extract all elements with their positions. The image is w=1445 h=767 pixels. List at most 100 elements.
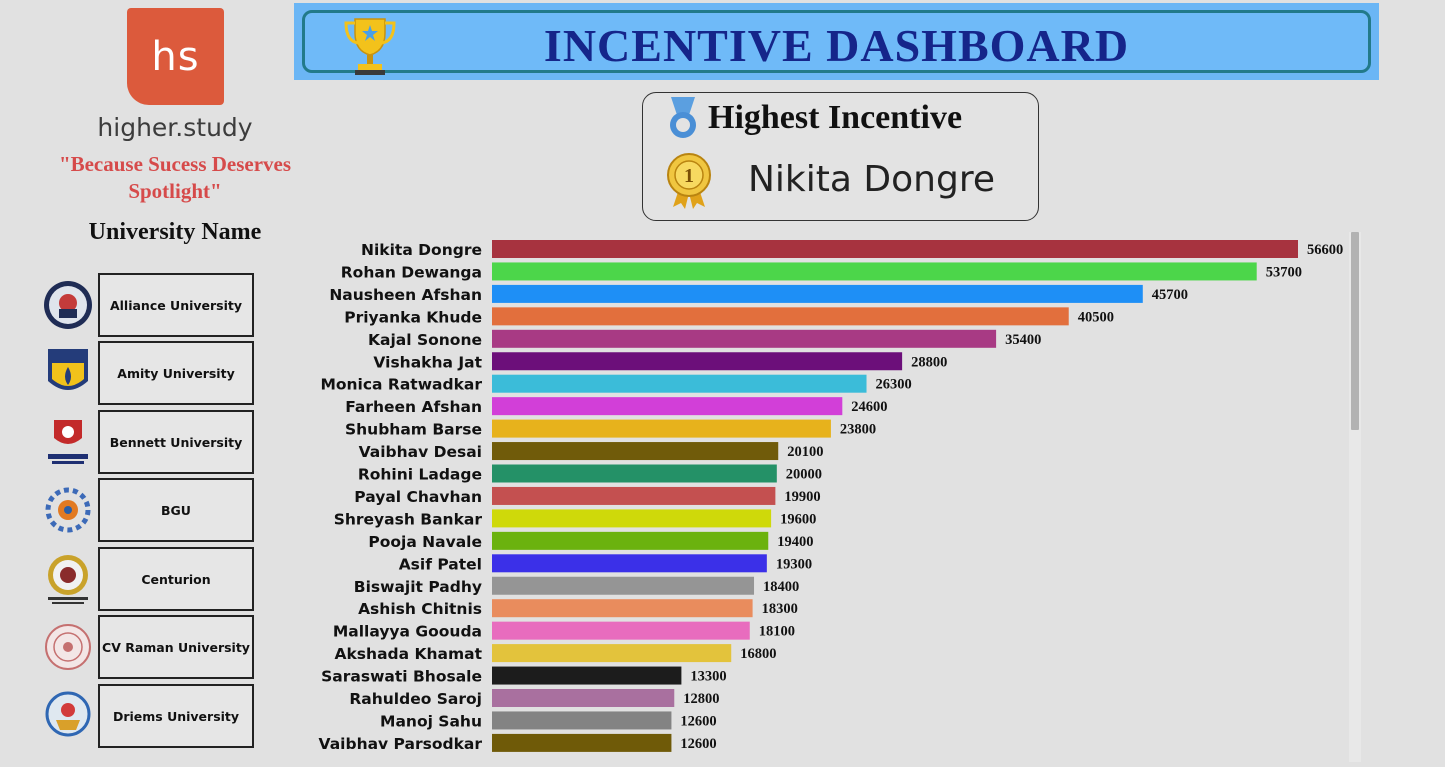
bar-value-label: 56600 — [1307, 242, 1343, 258]
university-slicer-item[interactable]: Amity University — [40, 341, 256, 405]
bar-category-label: Rohini Ladage — [358, 466, 482, 484]
bar[interactable] — [492, 419, 831, 438]
bar[interactable] — [492, 374, 867, 393]
bar[interactable] — [492, 666, 682, 685]
bar-category-label: Payal Chavhan — [354, 488, 482, 506]
bar[interactable] — [492, 442, 779, 461]
cvraman-logo-icon — [45, 624, 91, 670]
university-button[interactable]: Driems University — [98, 684, 254, 748]
centurion-logo-icon — [48, 555, 88, 604]
bar[interactable] — [492, 464, 777, 483]
bar-category-label: Nikita Dongre — [361, 241, 482, 259]
highest-incentive-title: Highest Incentive — [708, 99, 963, 136]
university-slicer-item[interactable]: Centurion — [40, 547, 256, 611]
brand-name: higher.study — [97, 113, 253, 142]
university-button[interactable]: Bennett University — [98, 410, 254, 474]
header-frame: INCENTIVE DASHBOARD — [302, 10, 1371, 75]
bar-value-label: 12600 — [680, 736, 716, 752]
university-button[interactable]: CV Raman University — [98, 615, 254, 679]
bar-category-label: Farheen Afshan — [345, 398, 482, 416]
bar-category-label: Vaibhav Parsodkar — [319, 735, 483, 753]
bar-value-label: 16800 — [740, 646, 776, 662]
university-name-heading: University Name — [88, 219, 262, 245]
bennett-logo-icon — [48, 420, 88, 464]
bar-value-label: 12600 — [680, 713, 716, 729]
tagline: "Because Sucess Deserves Spotlight" — [58, 152, 292, 203]
bar[interactable] — [492, 509, 772, 528]
bar[interactable] — [492, 329, 997, 348]
chart-scrollbar-thumb[interactable] — [1351, 232, 1359, 430]
bar-category-label: Akshada Khamat — [335, 645, 483, 663]
bar-category-label: Rohan Dewanga — [341, 263, 482, 281]
university-slicer-item[interactable]: Bennett University — [40, 410, 256, 474]
bar[interactable] — [492, 531, 769, 550]
university-slicer-item[interactable]: CV Raman University — [40, 615, 256, 679]
bar[interactable] — [492, 284, 1143, 303]
bar-value-label: 19400 — [777, 534, 813, 550]
bar[interactable] — [492, 599, 753, 618]
bar-category-label: Manoj Sahu — [380, 712, 482, 730]
bar[interactable] — [492, 621, 750, 640]
university-slicer-item[interactable]: Alliance University — [40, 273, 256, 337]
bar[interactable] — [492, 397, 843, 416]
bar-category-label: Rahuldeo Saroj — [349, 690, 482, 708]
university-slicer-item[interactable]: Driems University — [40, 684, 256, 748]
bar[interactable] — [492, 554, 767, 573]
highest-incentive-name: Nikita Dongre — [748, 159, 995, 200]
bar[interactable] — [492, 689, 675, 707]
incentive-bar-chart: Nikita Dongre 56600 Rohan Dewanga 53700 Naus… — [319, 240, 1343, 753]
bar-value-label: 13300 — [690, 669, 726, 685]
bar-category-label: Mallayya Goouda — [333, 623, 482, 641]
bar-value-label: 23800 — [840, 422, 876, 438]
bar-value-label: 18400 — [763, 579, 799, 595]
bar-category-label: Vishakha Jat — [373, 353, 482, 371]
bar[interactable] — [492, 240, 1298, 258]
driems-logo-icon — [45, 691, 91, 737]
higher-study-logo: hs — [127, 8, 224, 105]
ribbon-award-icon — [670, 97, 696, 138]
bar-category-label: Kajal Sonone — [368, 331, 482, 349]
bar-category-label: Asif Patel — [399, 555, 482, 573]
university-button[interactable]: Amity University — [98, 341, 254, 405]
bar-category-label: Ashish Chitnis — [358, 600, 482, 618]
bar-category-label: Biswajit Padhy — [354, 578, 482, 596]
bar[interactable] — [492, 711, 672, 730]
bar-value-label: 40500 — [1078, 309, 1114, 325]
bar-category-label: Pooja Navale — [368, 533, 482, 551]
university-button[interactable]: Alliance University — [98, 273, 254, 337]
logo-text: hs — [151, 33, 200, 80]
medal-number: 1 — [684, 165, 694, 187]
alliance-logo-icon — [44, 281, 92, 329]
bar[interactable] — [492, 307, 1069, 326]
bar[interactable] — [492, 262, 1257, 281]
bar-value-label: 19300 — [776, 556, 812, 572]
bar-value-label: 28800 — [911, 354, 947, 370]
bar-value-label: 20000 — [786, 467, 822, 483]
bar[interactable] — [492, 352, 903, 371]
bgu-logo-icon — [45, 487, 91, 533]
bar-value-label: 18300 — [762, 601, 798, 617]
bar-value-label: 24600 — [851, 399, 887, 415]
bar-value-label: 19900 — [784, 489, 820, 505]
gold-medal-icon: 1 — [667, 153, 711, 209]
bar-value-label: 20100 — [787, 444, 823, 460]
header-banner: INCENTIVE DASHBOARD — [294, 3, 1379, 80]
university-slicer-item[interactable]: BGU — [40, 478, 256, 542]
bar[interactable] — [492, 486, 776, 505]
bar[interactable] — [492, 576, 755, 595]
university-button[interactable]: BGU — [98, 478, 254, 542]
bar-value-label: 12800 — [683, 691, 719, 707]
highest-incentive-card: Highest Incentive 1 Nikita Dongre — [642, 92, 1039, 221]
bar-value-label: 45700 — [1152, 287, 1188, 303]
bar-value-label: 35400 — [1005, 332, 1041, 348]
bar-category-label: Shreyash Bankar — [334, 510, 483, 528]
bar[interactable] — [492, 733, 672, 752]
bar-category-label: Vaibhav Desai — [359, 443, 482, 461]
bar-value-label: 19600 — [780, 511, 816, 527]
university-button[interactable]: Centurion — [98, 547, 254, 611]
bar-value-label: 18100 — [759, 624, 795, 640]
trophy-icon — [344, 18, 396, 75]
bar[interactable] — [492, 644, 732, 663]
bar-category-label: Monica Ratwadkar — [320, 376, 482, 394]
amity-logo-icon — [48, 349, 88, 390]
